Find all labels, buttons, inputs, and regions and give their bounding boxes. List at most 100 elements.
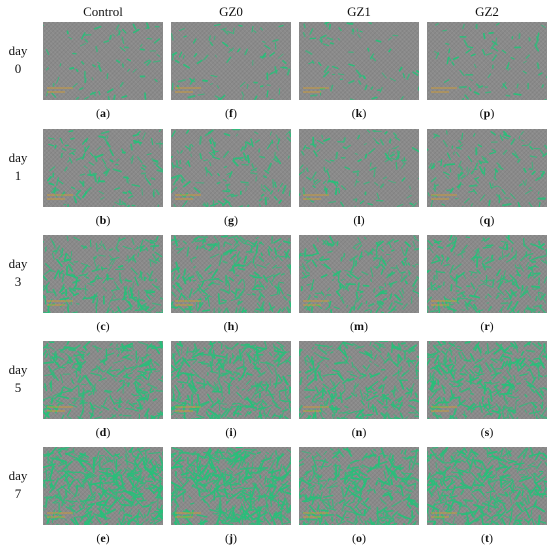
scale-bar — [303, 512, 329, 518]
column-header-gz0: GZ0 — [219, 4, 243, 19]
scale-bar — [47, 512, 73, 518]
scale-bar — [303, 194, 329, 200]
panel-caption-letter: j — [229, 531, 233, 545]
panel-caption-q: (q) — [479, 213, 495, 227]
panel-caption-letter: n — [355, 425, 363, 439]
panel-caption-g: (g) — [224, 213, 238, 227]
row-label-day-3: day 3 — [4, 255, 32, 291]
fluorescent-cells-image — [427, 130, 547, 207]
fluorescent-cells-image — [427, 235, 547, 313]
panel-caption-n: (n) — [351, 425, 367, 439]
scale-bar — [47, 300, 73, 306]
micrograph-panel-s — [427, 341, 547, 419]
scale-bar — [47, 194, 73, 200]
fluorescent-cells-image — [427, 341, 547, 419]
scale-bar — [47, 87, 73, 93]
panel-caption-j: (j) — [225, 531, 237, 545]
fluorescent-cells-image — [43, 22, 161, 100]
fluorescent-cells-image — [171, 24, 291, 100]
fluorescent-cells-image — [171, 235, 291, 313]
micrograph-panel-k — [299, 22, 419, 100]
scale-bar — [431, 512, 457, 518]
panel-caption-letter: o — [356, 531, 362, 545]
row-label-number: 1 — [14, 168, 22, 183]
fluorescent-cells-image — [47, 129, 163, 207]
micrograph-panel-j — [171, 447, 291, 525]
micrograph-panel-f — [171, 22, 291, 100]
scale-bar — [303, 406, 329, 412]
scale-bar — [303, 87, 329, 93]
row-label-day-0: day 0 — [4, 42, 32, 78]
panel-caption-f: (f) — [225, 106, 237, 120]
fluorescent-cells-image — [43, 447, 163, 525]
panel-caption-letter: i — [229, 425, 233, 439]
panel-caption-letter: t — [485, 531, 489, 545]
scale-bar — [431, 194, 457, 200]
panel-caption-letter: e — [100, 531, 106, 545]
fluorescent-cells-image — [299, 447, 419, 525]
panel-caption-a: (a) — [96, 106, 110, 120]
row-label-word: day — [8, 362, 28, 377]
micrograph-panel-r — [427, 235, 547, 313]
row-label-word: day — [8, 150, 28, 165]
micrograph-panel-e — [43, 447, 163, 525]
scale-bar — [175, 194, 201, 200]
fluorescent-cells-image — [431, 22, 547, 100]
panel-caption-t: (t) — [481, 531, 493, 545]
micrograph-panel-q — [427, 129, 547, 207]
panel-caption-d: (d) — [95, 425, 111, 439]
scale-bar — [431, 406, 457, 412]
micrograph-panel-g — [171, 129, 291, 207]
panel-caption-letter: m — [354, 319, 364, 333]
fluorescent-cells-image — [299, 129, 419, 207]
fluorescent-cells-image — [171, 341, 291, 419]
panel-caption-o: (o) — [352, 531, 366, 545]
row-label-number: 5 — [14, 380, 22, 395]
scale-bar — [175, 512, 201, 518]
row-label-word: day — [8, 256, 28, 271]
panel-caption-letter: b — [99, 213, 107, 227]
panel-caption-letter: a — [100, 106, 106, 120]
fluorescent-cells-image — [427, 447, 547, 525]
panel-caption-letter: r — [484, 319, 490, 333]
panel-caption-letter: f — [229, 106, 233, 120]
panel-caption-s: (s) — [480, 425, 494, 439]
row-label-number: 7 — [14, 486, 22, 501]
micrograph-panel-l — [299, 129, 419, 207]
row-label-day-7: day 7 — [4, 467, 32, 503]
micrograph-panel-p — [427, 22, 547, 100]
row-label-day-1: day 1 — [4, 149, 32, 185]
column-header-gz2: GZ2 — [475, 4, 499, 19]
scale-bar — [47, 406, 73, 412]
micrograph-panel-i — [171, 341, 291, 419]
panel-caption-r: (r) — [480, 319, 494, 333]
row-label-word: day — [8, 43, 28, 58]
micrograph-panel-m — [299, 235, 419, 313]
row-label-number: 0 — [14, 61, 22, 76]
micrograph-panel-t — [427, 447, 547, 525]
row-label-word: day — [8, 468, 28, 483]
panel-caption-letter: c — [100, 319, 106, 333]
panel-caption-letter: h — [227, 319, 235, 333]
panel-caption-letter: q — [483, 213, 491, 227]
panel-caption-m: (m) — [350, 319, 368, 333]
panel-caption-l: (l) — [353, 213, 365, 227]
scale-bar — [175, 406, 201, 412]
scale-bar — [303, 300, 329, 306]
panel-caption-letter: s — [484, 425, 490, 439]
micrograph-panel-o — [299, 447, 419, 525]
panel-caption-i: (i) — [225, 425, 237, 439]
panel-caption-c: (c) — [96, 319, 110, 333]
row-label-number: 3 — [14, 274, 22, 289]
fluorescent-cells-image — [171, 129, 291, 207]
fluorescent-cells-image — [43, 341, 163, 419]
panel-caption-letter: l — [357, 213, 361, 227]
panel-caption-h: (h) — [223, 319, 239, 333]
scale-bar — [175, 300, 201, 306]
panel-caption-p: (p) — [479, 106, 495, 120]
fluorescent-cells-image — [299, 235, 419, 313]
micrograph-panel-h — [171, 235, 291, 313]
fluorescent-cells-image — [302, 22, 419, 100]
panel-caption-letter: g — [228, 213, 234, 227]
